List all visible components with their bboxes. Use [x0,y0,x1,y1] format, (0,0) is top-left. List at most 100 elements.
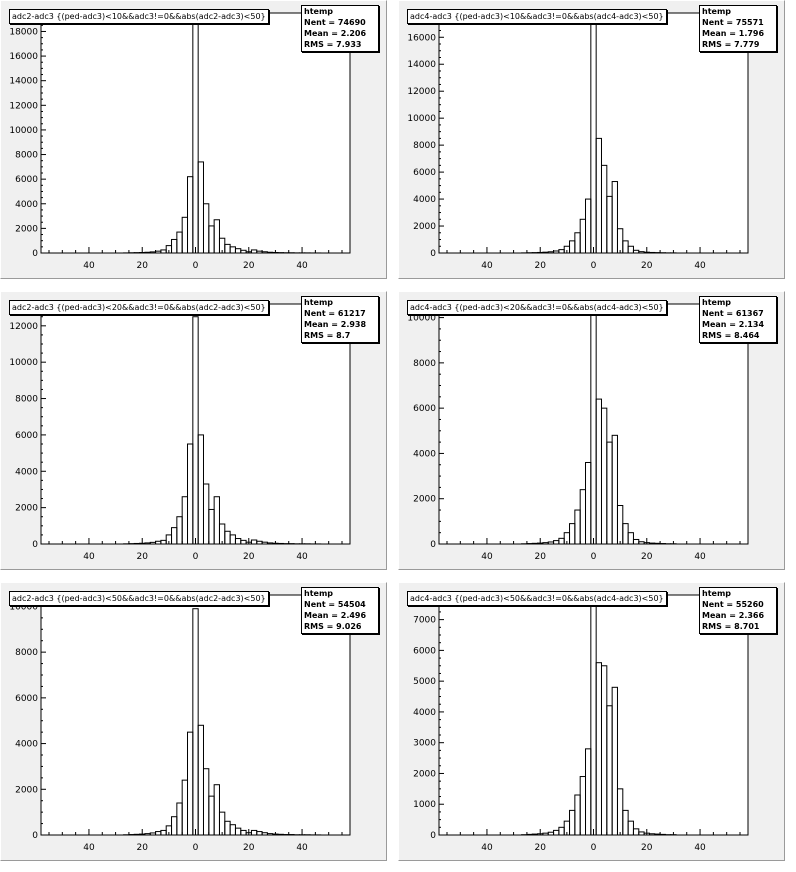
y-tick-label: 0 [32,249,38,259]
y-tick-label: 4000 [15,467,38,477]
y-tick-label: 4000 [413,195,436,205]
y-tick-label: 10000 [407,114,436,124]
x-tick-label: 20 [136,552,148,562]
y-tick-label: 0 [430,831,436,841]
y-tick-label: 10000 [9,602,38,612]
histogram-title: adc4-adc3 {(ped-adc3)<50&&adc3!=0&&abs(a… [407,591,667,606]
histogram-bin [654,833,661,836]
x-tick-label: 40 [694,843,706,853]
x-tick-label: 40 [481,261,493,271]
y-tick-label: 12000 [9,322,38,332]
y-tick-label: 6000 [413,168,436,178]
stats-box: htemp Nent = 54504 Mean = 2.496 RMS = 9.026 [301,587,379,634]
stats-mean: Mean = 2.938 [304,320,367,329]
histogram-pad-5: 0 2000 4000 6000 8000 10000 40 20 0 20 40 adc2-adc3… [0,582,387,861]
histogram-pad-4: 0 2000 4000 6000 8000 10000 40 20 0 20 40 adc4-adc3… [398,291,785,570]
histogram-bin [139,542,146,545]
y-tick-label: 2000 [413,222,436,232]
histogram-bin [213,219,220,254]
stats-mean: Mean = 2.366 [702,611,765,620]
y-tick-label: 2000 [15,224,38,234]
y-tick-label: 10000 [9,126,38,136]
y-tick-label: 8000 [15,151,38,161]
histogram-bin [643,251,650,254]
histogram-bin [192,608,199,836]
histogram-bin [139,833,146,836]
histogram-svg: 0 2000 4000 6000 8000 10000 12000 40 20 0 20 40 [9,303,351,562]
y-tick-label: 4000 [413,708,436,718]
x-tick-label: 20 [641,552,653,562]
stats-name: htemp [702,589,732,598]
y-tick-label: 0 [32,540,38,550]
x-tick-label: 40 [694,552,706,562]
histogram-bin [133,542,141,545]
x-tick-label: 20 [136,843,148,853]
histogram-bin [192,23,199,254]
y-tick-label: 6000 [413,404,436,414]
y-tick-label: 10000 [9,358,38,368]
stats-box: htemp Nent = 61217 Mean = 2.938 RMS = 8.7 [301,296,379,343]
histogram-bin [144,251,151,254]
x-tick-label: 20 [136,261,148,271]
y-tick-label: 0 [32,831,38,841]
histogram-bin [531,833,539,836]
histogram-bin [537,251,544,254]
x-tick-label: 20 [243,552,255,562]
x-tick-label: 40 [481,843,493,853]
y-tick-label: 4000 [413,449,436,459]
y-tick-label: 7000 [413,616,436,626]
y-tick-label: 2000 [15,785,38,795]
histogram-bin [611,434,618,545]
x-tick-label: 0 [193,552,199,562]
stats-box: htemp Nent = 61367 Mean = 2.134 RMS = 8.464 [699,296,777,343]
histogram-bin [611,686,618,836]
histogram-pad-6: 0 1000 2000 3000 4000 5000 6000 7000 40 20 0 20 40 ad… [398,582,785,861]
stats-entries: Nent = 74690 [304,18,366,27]
y-tick-label: 14000 [9,77,38,87]
x-tick-label: 20 [534,261,546,271]
stats-box: htemp Nent = 55260 Mean = 2.366 RMS = 8.701 [699,587,777,634]
histogram-bin [272,833,279,836]
stats-mean: Mean = 2.496 [304,611,367,620]
plot-frame [438,594,749,836]
x-tick-label: 20 [641,261,653,271]
plot-frame [438,303,749,545]
histogram-bin [192,316,199,545]
y-tick-label: 1000 [413,800,436,810]
y-tick-label: 4000 [15,200,38,210]
histogram-bin [277,542,284,545]
plot-frame [438,12,749,254]
plot-frame [40,594,351,836]
histogram-bin [627,532,634,545]
stats-entries: Nent = 61217 [304,309,366,318]
histogram-svg: 0 1000 2000 3000 4000 5000 6000 7000 40 20 0 20 40 [413,594,749,853]
stats-box: htemp Nent = 75571 Mean = 1.796 RMS = 7.779 [699,5,777,52]
x-tick-label: 0 [193,843,199,853]
x-tick-label: 20 [243,261,255,271]
y-tick-label: 2000 [15,504,38,514]
y-tick-label: 2000 [413,495,436,505]
stats-rms: RMS = 8.464 [702,331,760,340]
y-tick-label: 6000 [15,175,38,185]
y-tick-label: 14000 [407,60,436,70]
stats-name: htemp [702,298,732,307]
y-tick-label: 8000 [15,395,38,405]
y-tick-label: 8000 [413,359,436,369]
histogram-title: adc4-adc3 {(ped-adc3)<10&&adc3!=0&&abs(a… [407,9,667,24]
y-tick-label: 2000 [413,769,436,779]
x-tick-label: 40 [296,552,308,562]
y-tick-label: 10000 [407,314,436,324]
x-tick-label: 40 [83,843,95,853]
stats-entries: Nent = 54504 [304,600,366,609]
y-tick-label: 6000 [15,431,38,441]
y-tick-label: 4000 [15,740,38,750]
stats-rms: RMS = 8.701 [702,622,760,631]
y-tick-label: 8000 [413,141,436,151]
histogram-svg: 0 2000 4000 6000 8000 10000 40 20 0 20 40 [407,303,749,562]
x-tick-label: 40 [296,843,308,853]
histogram-title: adc2-adc3 {(ped-adc3)<50&&adc3!=0&&abs(a… [9,591,269,606]
stats-entries: Nent = 61367 [702,309,764,318]
histogram-bin [611,181,618,254]
y-tick-label: 6000 [413,646,436,656]
